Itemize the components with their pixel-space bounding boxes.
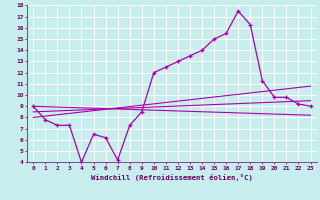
X-axis label: Windchill (Refroidissement éolien,°C): Windchill (Refroidissement éolien,°C) bbox=[91, 174, 253, 181]
